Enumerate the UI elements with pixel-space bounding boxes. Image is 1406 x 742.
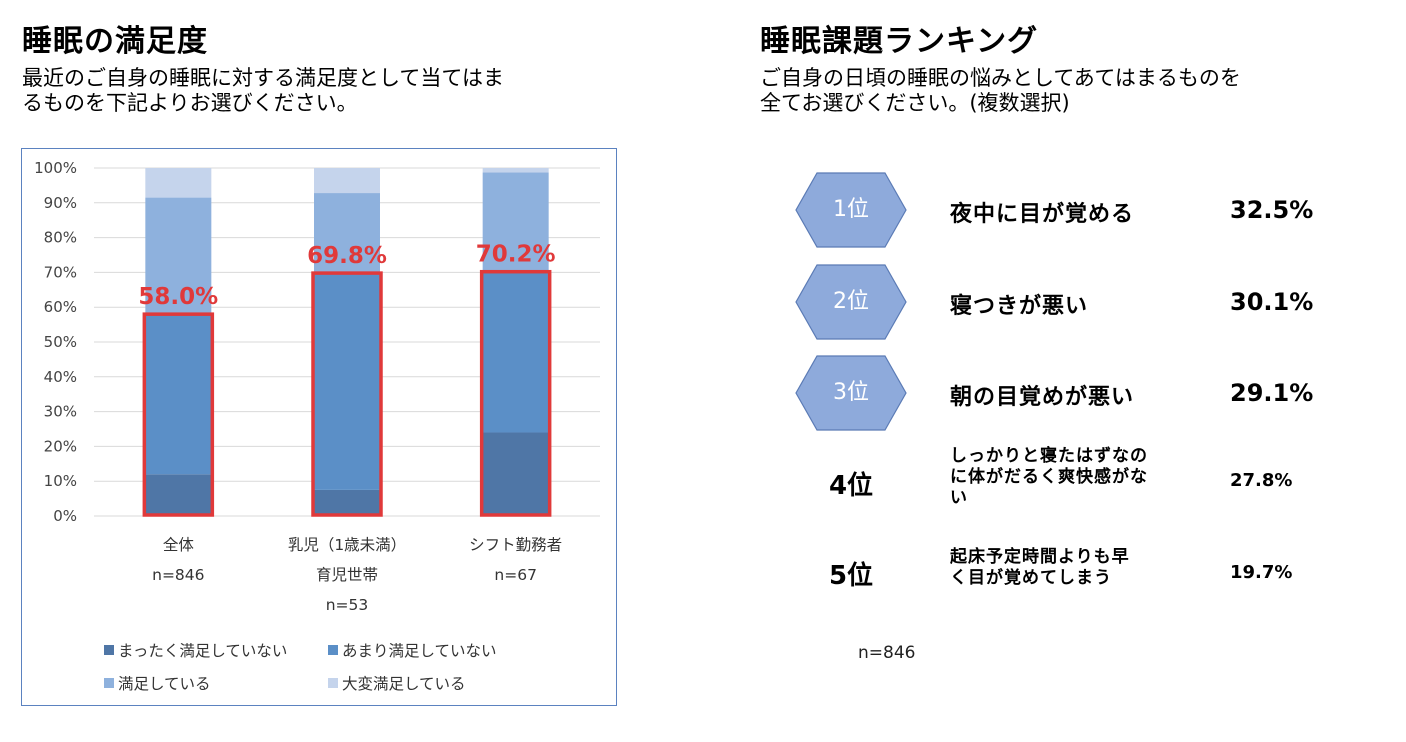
hexagon-badge-icon — [795, 172, 907, 248]
bar-segment-1 — [145, 314, 212, 475]
bar-segment-1 — [482, 271, 549, 433]
category-n-label: n=53 — [326, 596, 369, 614]
category-n-label: n=846 — [152, 566, 204, 584]
bar-segment-0 — [145, 474, 212, 516]
bar-segment-0 — [482, 432, 549, 516]
legend-label-0: まったく満足していない — [118, 642, 288, 660]
legend-item-1: あまり満足していない — [328, 639, 497, 661]
rank-percent: 27.8% — [1230, 470, 1293, 491]
left-subtitle: 最近のご自身の睡眠に対する満足度として当てはま るものを下記よりお選びください。 — [22, 66, 504, 115]
highlight-outline — [142, 312, 215, 517]
legend-swatch-2 — [104, 678, 114, 688]
legend-label-3: 大変満足している — [342, 675, 466, 693]
bar-segment-1 — [314, 273, 380, 490]
legend-item-2: 満足している — [104, 672, 211, 694]
bar-segment-2 — [314, 193, 380, 274]
y-tick-label: 80% — [44, 229, 77, 247]
category-label: 乳児（1歳未満） — [288, 536, 406, 554]
legend-swatch-3 — [328, 678, 338, 688]
legend-item-0: まったく満足していない — [104, 639, 287, 661]
sample-size-label: n=846 — [858, 643, 916, 663]
y-tick-label: 30% — [44, 403, 77, 421]
legend-swatch-1 — [328, 645, 338, 655]
satisfaction-chart: 0% 10% 20% 30% 40% 50% 60% 70% 80% 90% 100% 58.0% 全体… — [34, 159, 600, 614]
bar-segment-3 — [145, 168, 212, 198]
chart-frame: 0% 10% 20% 30% 40% 50% 60% 70% 80% 90% 100% 58.0% 全体… — [21, 148, 617, 706]
rank-percent: 19.7% — [1230, 562, 1293, 583]
y-tick-label: 20% — [44, 437, 77, 455]
y-tick-label: 40% — [44, 368, 77, 386]
hexagon-badge-icon — [795, 355, 907, 431]
y-tick-label: 70% — [44, 263, 77, 281]
highlight-outline — [311, 271, 383, 517]
legend-item-3: 大変満足している — [328, 672, 466, 694]
category-label-line2: 育児世帯 — [316, 566, 378, 584]
highlight-label: 69.8% — [307, 243, 387, 269]
bar-segment-3 — [482, 168, 549, 173]
y-tick-label: 90% — [44, 194, 77, 212]
legend-label-2: 満足している — [118, 675, 211, 693]
legend-swatch-0 — [104, 645, 114, 655]
rank-row-5: 5位 起床予定時間よりも早 く目が覚めてしまう 19.7% — [795, 538, 1355, 614]
rank-percent: 32.5% — [1230, 196, 1314, 224]
rank-issue: 朝の目覚めが悪い — [950, 385, 1135, 410]
y-tick-label: 100% — [34, 159, 77, 177]
rank-issue: しっかりと寝たはずなの に体がだるく爽快感がな い — [950, 446, 1148, 508]
category-label: 全体 — [163, 536, 195, 554]
rank-issue: 夜中に目が覚める — [950, 202, 1135, 227]
bar-segment-2 — [482, 172, 549, 272]
rank-label: 5位 — [828, 561, 874, 591]
rank-label: 2位 — [833, 289, 869, 314]
rank-label: 1位 — [833, 197, 869, 222]
bar-segment-2 — [145, 197, 212, 315]
rank-row-1: 1位 夜中に目が覚める 32.5% — [795, 172, 1355, 248]
hexagon-badge-icon — [795, 264, 907, 340]
rank-percent: 29.1% — [1230, 379, 1314, 407]
left-title: 睡眠の満足度 — [22, 24, 208, 59]
y-tick-label: 60% — [44, 298, 77, 316]
y-tick-label: 0% — [53, 507, 77, 525]
highlight-label: 70.2% — [476, 242, 556, 268]
rank-row-4: 4位 しっかりと寝たはずなの に体がだるく爽快感がな い 27.8% — [795, 446, 1355, 522]
bar-segment-3 — [314, 168, 380, 194]
bar-segment-0 — [314, 489, 380, 516]
rank-issue: 起床予定時間よりも早 く目が覚めてしまう — [950, 547, 1130, 588]
rank-issue: 寝つきが悪い — [950, 294, 1089, 319]
highlight-outline — [479, 269, 552, 517]
y-tick-label: 50% — [44, 333, 77, 351]
rank-row-3: 3位 朝の目覚めが悪い 29.1% — [795, 355, 1355, 431]
category-label: シフト勤務者 — [469, 536, 562, 554]
rank-label: 3位 — [833, 380, 869, 405]
category-n-label: n=67 — [494, 566, 537, 584]
highlight-label: 58.0% — [138, 284, 218, 310]
rank-percent: 30.1% — [1230, 288, 1314, 316]
rank-row-2: 2位 寝つきが悪い 30.1% — [795, 264, 1355, 340]
y-tick-label: 10% — [44, 472, 77, 490]
right-subtitle: ご自身の日頃の睡眠の悩みとしてあてはまるものを 全てお選びください。(複数選択) — [760, 66, 1241, 115]
rank-label: 4位 — [828, 471, 874, 501]
legend-label-1: あまり満足していない — [342, 642, 497, 660]
right-title: 睡眠課題ランキング — [760, 24, 1039, 59]
